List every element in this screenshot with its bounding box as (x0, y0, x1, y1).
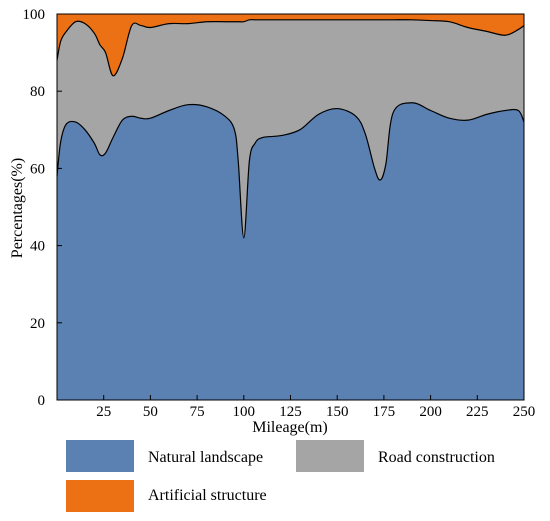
boundary-line-natural-landscape (56, 102, 525, 239)
legend-label-artificial-structure: Artificial structure (148, 487, 267, 504)
y-tick-label: 0 (38, 393, 46, 409)
legend-swatch-artificial-structure (66, 480, 134, 512)
y-axis-label: Percentages(%) (9, 158, 26, 258)
x-tick-label: 75 (190, 404, 205, 420)
legend: Natural landscape Road construction Artifi… (66, 440, 495, 512)
x-tick-label: 225 (466, 404, 489, 420)
y-axis-ticks: 0 20 40 60 80 100 (23, 7, 62, 409)
x-tick-label: 200 (419, 404, 442, 420)
legend-label-road-construction: Road construction (378, 449, 495, 466)
y-tick-label: 60 (30, 161, 45, 177)
area-road-construction (57, 19, 524, 238)
area-layers (57, 14, 524, 401)
x-tick-label: 25 (96, 404, 111, 420)
y-tick-label: 100 (23, 7, 46, 23)
area-natural-landscape (57, 102, 524, 401)
y-tick-label: 40 (30, 239, 45, 255)
legend-label-natural-landscape: Natural landscape (148, 449, 263, 466)
x-axis-ticks: 25 50 75 100 125 150 175 200 225 250 (96, 395, 535, 420)
x-tick-label: 100 (233, 404, 256, 420)
legend-swatch-natural-landscape (66, 440, 134, 472)
area-artificial-structure (57, 14, 524, 76)
boundary-line-road-construction (56, 19, 525, 77)
legend-swatch-road-construction (296, 440, 364, 472)
x-tick-label: 125 (279, 404, 302, 420)
y-tick-label: 20 (30, 316, 45, 332)
area-boundary-lines (56, 19, 525, 239)
x-axis-label: Mileage(m) (252, 419, 328, 436)
y-tick-label: 80 (30, 84, 45, 100)
x-tick-label: 150 (326, 404, 349, 420)
x-tick-label: 50 (143, 404, 158, 420)
x-tick-label: 250 (513, 404, 536, 420)
x-tick-label: 175 (373, 404, 396, 420)
